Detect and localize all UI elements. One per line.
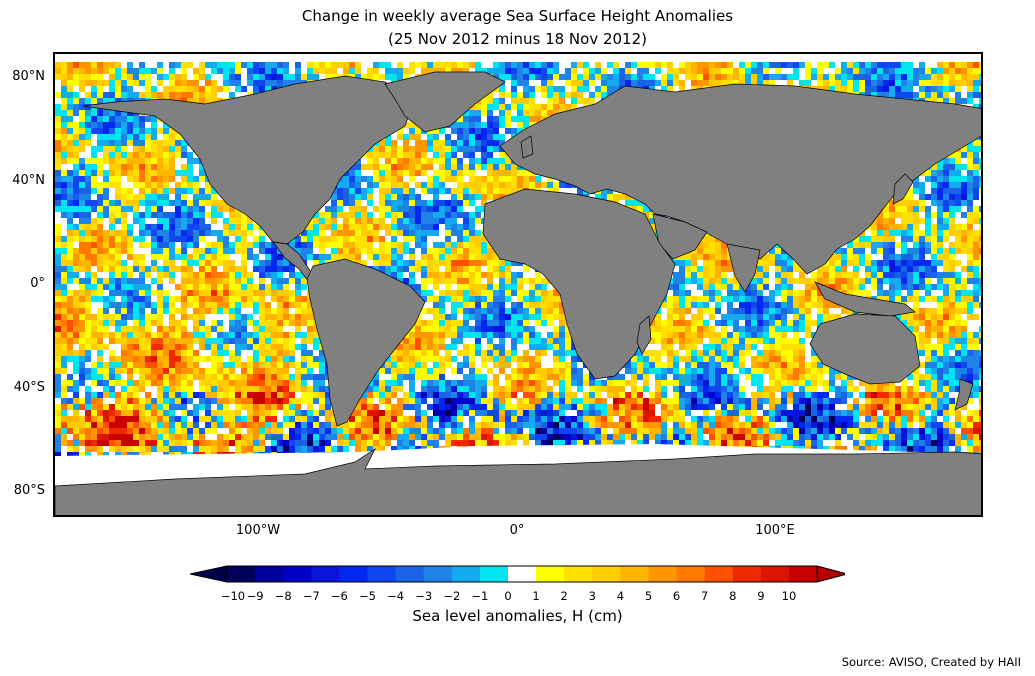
- colorbar-segment: [564, 566, 593, 582]
- colorbar-label: Sea level anomalies, H (cm): [412, 607, 623, 625]
- colorbar-tick-label: −10: [220, 589, 246, 603]
- india: [726, 243, 761, 293]
- lon-label: 100°W: [235, 523, 281, 538]
- colorbar-segment: [283, 566, 312, 582]
- colorbar-segment: [227, 566, 256, 582]
- colorbar-segment: [676, 566, 706, 582]
- colorbar-tick-label: −6: [330, 589, 348, 603]
- lon-label: 100°E: [755, 523, 795, 538]
- colorbar-segment: [255, 566, 284, 582]
- colorbar-tick-label: 0: [504, 589, 512, 603]
- colorbar-tick-label: 9: [757, 589, 765, 603]
- colorbar-tick-label: 8: [729, 589, 737, 603]
- south-america: [306, 258, 426, 427]
- colorbar-segment: [789, 566, 818, 582]
- colorbar-segment: [732, 566, 762, 582]
- africa: [482, 188, 676, 380]
- landmasses: [55, 71, 981, 515]
- british-isles: [520, 135, 534, 159]
- colorbar-segment: [592, 566, 621, 582]
- colorbar-tick-label: 10: [781, 589, 797, 603]
- colorbar-tick-label: −1: [471, 589, 489, 603]
- greenland: [384, 71, 506, 133]
- map-subtitle: (25 Nov 2012 minus 18 Nov 2012): [388, 30, 647, 48]
- colorbar-segment: [423, 566, 453, 582]
- colorbar-segment: [704, 566, 734, 582]
- map-title: Change in weekly average Sea Surface Hei…: [301, 7, 734, 25]
- new-zealand: [954, 378, 974, 411]
- colorbar-segment: [395, 566, 425, 582]
- colorbar-segment: [536, 566, 565, 582]
- source-credit: Source: AVISO, Created by HAII: [841, 655, 1021, 669]
- eurasia: [499, 83, 981, 275]
- colorbar-tick-label: −3: [415, 589, 433, 603]
- colorbar-tick-label: 3: [588, 589, 596, 603]
- colorbar-segment: [648, 566, 678, 582]
- lat-label: 40°S: [13, 380, 45, 395]
- madagascar: [636, 315, 652, 355]
- lat-label: 40°N: [12, 173, 45, 188]
- colorbar-segment: [508, 566, 537, 582]
- colorbar-tick-label: 4: [616, 589, 625, 603]
- north-america: [82, 75, 416, 245]
- colorbar-segment: [620, 566, 649, 582]
- colorbar-segment: [760, 566, 790, 582]
- colorbar-tick-label: −5: [359, 589, 376, 603]
- colorbar-tick-label: 5: [644, 589, 653, 603]
- sea-surface-height-map: [55, 62, 981, 515]
- australia: [809, 313, 921, 385]
- colorbar-segment: [479, 566, 509, 582]
- indonesia: [814, 281, 916, 317]
- colorbar-segment: [451, 566, 481, 582]
- colorbar-under-arrow: [190, 565, 228, 583]
- colorbar-over-arrow: [816, 565, 845, 583]
- colorbar-tick-label: −7: [302, 589, 320, 603]
- map-frame: [53, 52, 983, 517]
- colorbar-tick-label: −8: [274, 589, 292, 603]
- japan: [892, 173, 914, 205]
- lat-label: 80°S: [13, 483, 45, 498]
- colorbar-bar: [190, 565, 845, 583]
- lat-label: 80°N: [12, 69, 45, 84]
- colorbar-tick-label: −9: [246, 589, 264, 603]
- colorbar-tick-label: −4: [387, 589, 405, 603]
- colorbar-segment: [367, 566, 397, 582]
- colorbar-tick-label: −2: [443, 589, 461, 603]
- antarctica: [55, 448, 981, 515]
- colorbar-tick-label: 1: [532, 589, 540, 603]
- colorbar-tick-label: 6: [672, 589, 681, 603]
- lon-label: 0°: [509, 523, 525, 538]
- colorbar-tick-label: 7: [701, 589, 709, 603]
- colorbar-segment: [339, 566, 368, 582]
- colorbar-segment: [311, 566, 340, 582]
- lat-label: 0°: [30, 276, 45, 291]
- colorbar-tick-label: 2: [560, 589, 568, 603]
